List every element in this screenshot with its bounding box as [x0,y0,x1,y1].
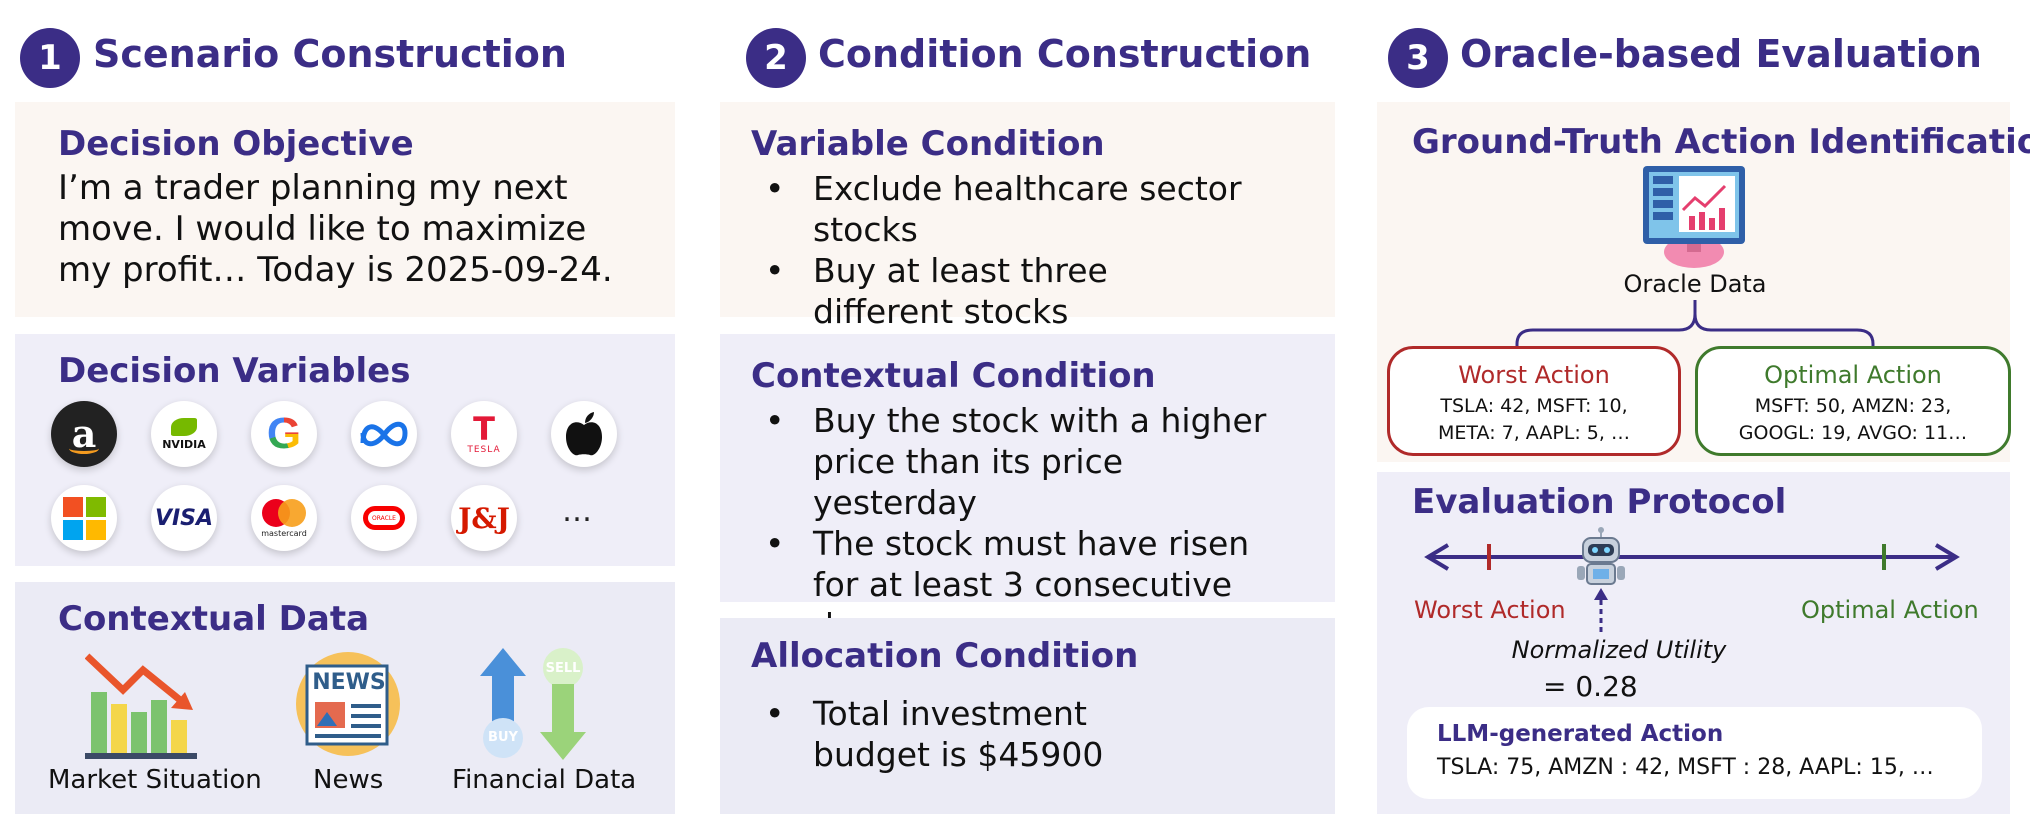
optimal-action-values: MSFT: 50, AMZN: 23, GOOGL: 19, AVGO: 11… [1738,395,1968,444]
normalized-utility-value: = 0.28 [1543,670,1638,703]
visa-logo: VISA [151,485,217,551]
section-title-conditions: Condition Construction [818,32,1312,76]
worst-action-values: TSLA: 42, MSFT: 10, META: 7, AAPL: 5, … [1438,395,1630,444]
list-item: Exclude healthcare sector stocks [751,168,1331,250]
decision-objective-text: I’m a trader planning my next move. I wo… [58,168,613,290]
apple-logo [551,401,617,467]
buy-sell-icon: BUY SELL [478,648,588,763]
contextual-condition-title: Contextual Condition [751,356,1156,396]
google-logo: G [251,401,317,467]
contextual-data-title: Contextual Data [58,599,370,639]
decision-objective-title: Decision Objective [58,124,414,164]
microsoft-logo [51,485,117,551]
ground-truth-panel: Ground-Truth Action Identification Oracl… [1377,102,2030,462]
evaluation-protocol-title: Evaluation Protocol [1412,482,1787,522]
list-item: Total investment budget is $45900 [751,693,1193,775]
variable-condition-panel: Variable Condition Exclude healthcare se… [720,102,1335,331]
oracle-brace [1515,300,1875,366]
optimal-action-title: Optimal Action [1764,361,1942,389]
llm-action-values: TSLA: 75, AMZN : 42, MSFT : 28, AAPL: 15… [1437,755,1934,780]
allocation-condition-list: Total investment budget is $45900 [751,693,1281,775]
more-ellipsis: … [562,494,592,529]
oracle-data-label: Oracle Data [1623,270,1767,298]
section-title-evaluation: Oracle-based Evaluation [1460,32,1982,76]
jnj-logo: J&J [451,485,517,551]
step-1-badge: 1 [20,28,80,88]
utility-pointer-arrow [1594,588,1608,636]
nvidia-logo: NVIDIA [151,401,217,467]
amazon-logo: a [51,401,117,467]
optimal-action-box: Optimal Action MSFT: 50, AMZN: 23, GOOGL… [1695,346,2011,456]
oracle-dashboard-icon [1639,164,1749,269]
meta-logo [351,401,417,467]
step-3-badge: 3 [1388,28,1448,88]
scale-worst-label: Worst Action [1414,596,1566,624]
allocation-condition-title: Allocation Condition [751,636,1139,676]
variable-condition-title: Variable Condition [751,124,1105,164]
list-item: Buy at least three different stocks [751,250,1243,332]
newspaper-icon: NEWS [293,652,403,757]
news-label: News [313,765,384,795]
tesla-logo: T TESLA [451,401,517,467]
decision-variables-title: Decision Variables [58,351,411,391]
scale-optimal-label: Optimal Action [1801,596,1979,624]
contextual-condition-list: Buy the stock with a higher price than i… [751,400,1281,646]
list-item: Buy the stock with a higher price than i… [751,400,1283,523]
llm-action-box: LLM-generated Action TSLA: 75, AMZN : 42… [1407,707,1982,799]
llm-action-title: LLM-generated Action [1437,721,1724,747]
mastercard-logo: mastercard [251,485,317,551]
section-title-scenario: Scenario Construction [93,32,567,76]
worst-action-title: Worst Action [1458,361,1610,389]
oracle-logo: ORACLE [351,485,417,551]
contextual-condition-panel: Contextual Condition Buy the stock with … [720,334,1335,645]
worst-action-box: Worst Action TSLA: 42, MSFT: 10, META: 7… [1387,346,1681,456]
financial-data-label: Financial Data [452,765,637,795]
ground-truth-title: Ground-Truth Action Identification [1412,122,2030,162]
decision-variables-panel: Decision Variables a NVIDIA G T TESLA VI… [15,334,675,566]
market-chart-icon [84,652,200,762]
utility-scale [1424,543,1960,571]
step-2-badge: 2 [746,28,806,88]
decision-objective-panel: Decision Objective I’m a trader planning… [15,102,675,317]
market-situation-label: Market Situation [48,765,262,795]
normalized-utility-label: Normalized Utility [1511,636,1727,664]
variable-condition-list: Exclude healthcare sector stocks Buy at … [751,168,1331,332]
evaluation-protocol-panel: Evaluation Protocol Worst Action Optimal… [1377,472,2010,814]
llm-robot-icon [1577,527,1625,585]
contextual-data-panel: Contextual Data Market Situation NEWS Ne [15,582,675,814]
allocation-condition-panel: Allocation Condition Total investment bu… [720,618,1335,814]
